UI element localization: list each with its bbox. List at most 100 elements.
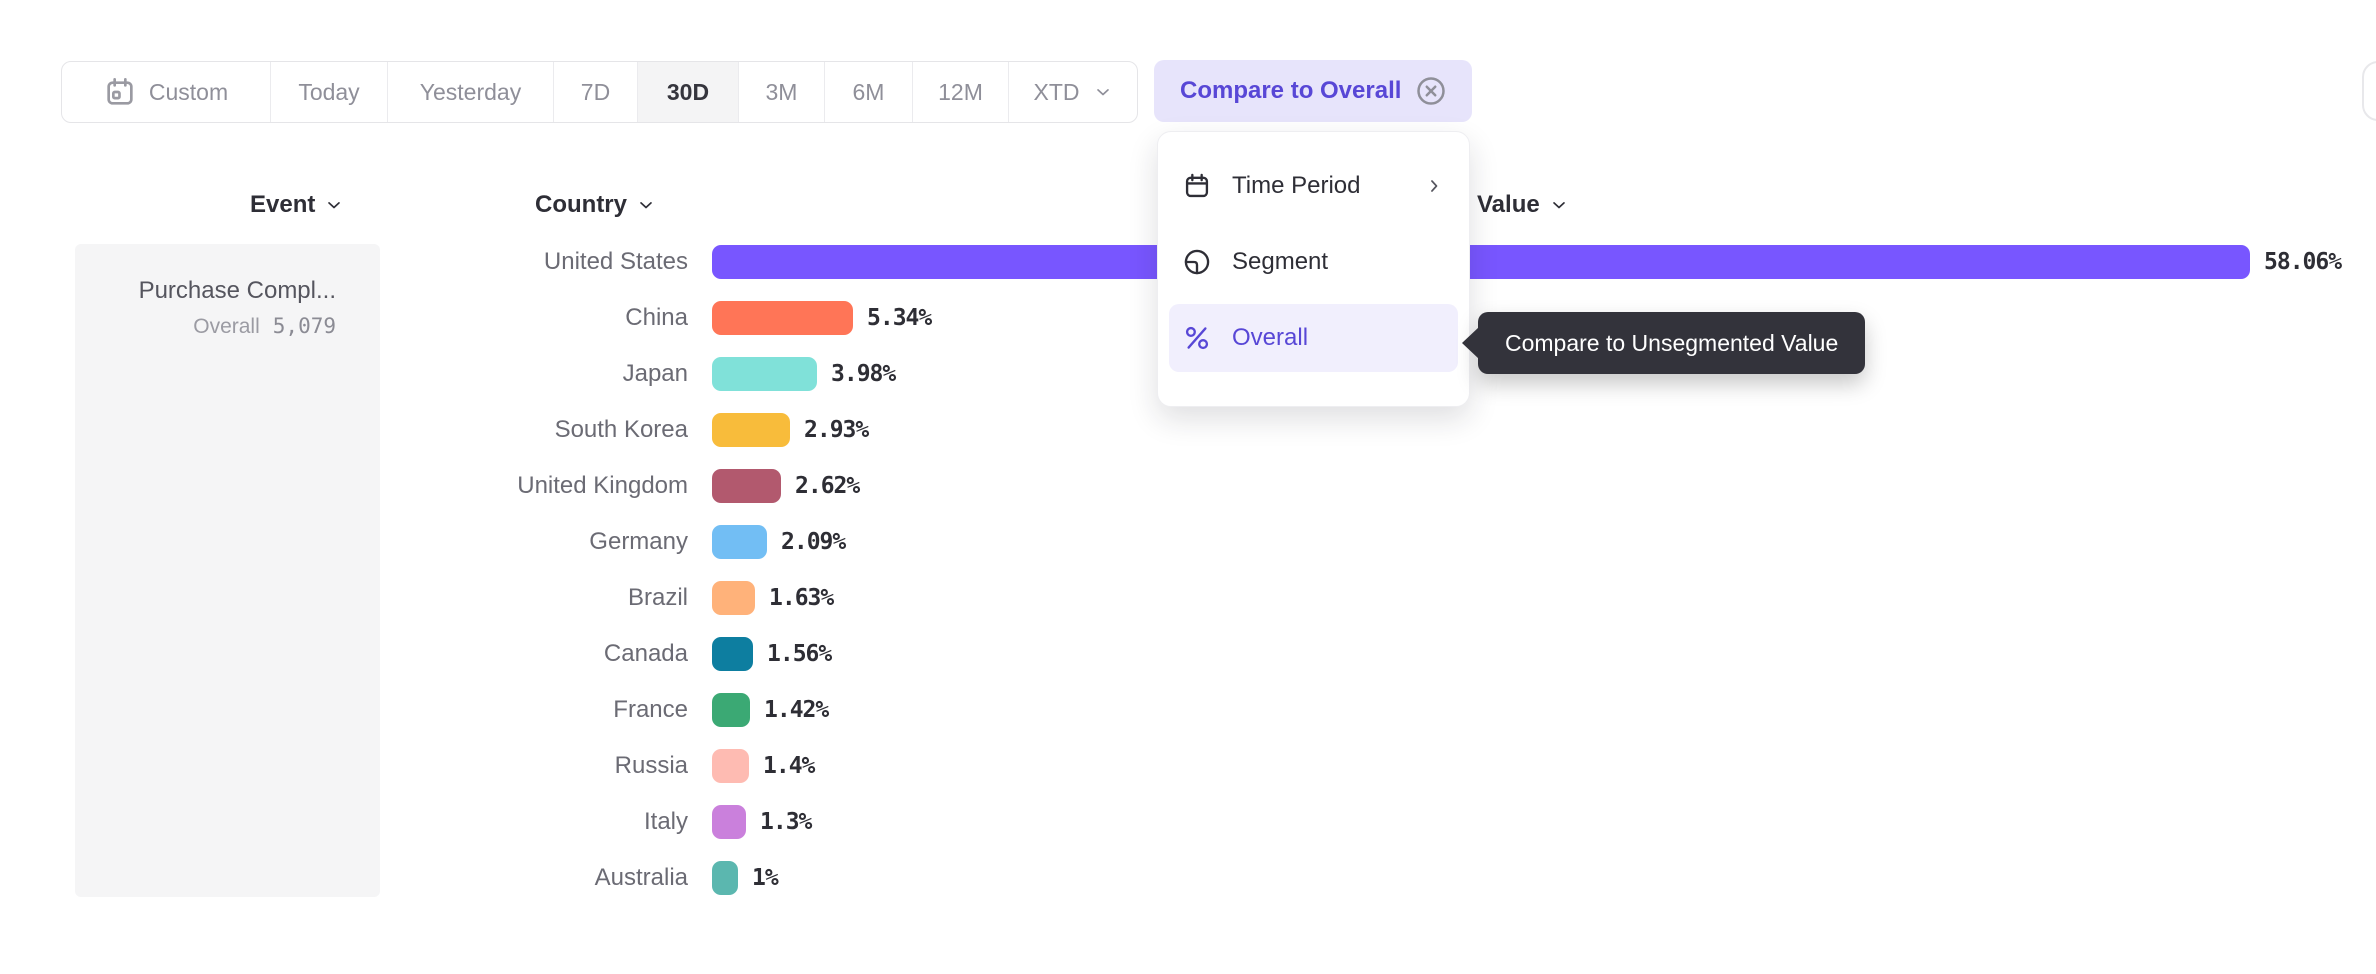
- bar-value: 1.3%: [760, 809, 812, 835]
- bar[interactable]: [712, 861, 738, 895]
- chart-row-germany: Germany 2.09%: [0, 514, 2376, 570]
- event-column-header[interactable]: Event: [250, 190, 344, 220]
- bar-value: 1.4%: [763, 753, 815, 779]
- range-button-xtd[interactable]: XTD: [1009, 62, 1137, 122]
- bar[interactable]: [712, 301, 853, 335]
- bar-value: 2.09%: [781, 529, 846, 555]
- range-button-30d[interactable]: 30D: [638, 62, 739, 122]
- range-button-label: 7D: [580, 78, 611, 105]
- bar-label: Italy: [643, 808, 688, 835]
- country-column-header[interactable]: Country: [535, 190, 656, 220]
- bar-value: 3.98%: [831, 361, 896, 387]
- range-button-label: 12M: [938, 78, 983, 105]
- event-name: Purchase Compl...: [138, 277, 336, 304]
- bar[interactable]: [712, 469, 781, 503]
- menu-item-time-period[interactable]: Time Period: [1169, 152, 1458, 220]
- bar-label: South Korea: [554, 416, 688, 443]
- menu-item-overall[interactable]: Overall: [1169, 304, 1458, 372]
- bar-label: United Kingdom: [517, 472, 688, 499]
- bar-label: Brazil: [627, 584, 688, 611]
- chart-row-japan: Japan 3.98%: [0, 346, 2376, 402]
- bar-label: Russia: [614, 752, 688, 779]
- range-button-today[interactable]: Today: [271, 62, 388, 122]
- bar-label: Japan: [622, 360, 688, 387]
- chart-row-brazil: Brazil 1.63%: [0, 570, 2376, 626]
- range-button-yesterday[interactable]: Yesterday: [388, 62, 554, 122]
- value-column-header[interactable]: Value: [1477, 190, 1569, 220]
- bar[interactable]: [712, 693, 750, 727]
- range-button-label: 3M: [765, 78, 798, 105]
- menu-item-label: Overall: [1232, 324, 1309, 351]
- bar-value: 1.42%: [764, 697, 829, 723]
- chart-row-russia: Russia 1.4%: [0, 738, 2376, 794]
- range-button-label: Yesterday: [419, 78, 522, 105]
- bar-value: 58.06%: [2264, 249, 2342, 275]
- menu-item-label: Time Period: [1232, 172, 1361, 199]
- bar-label: United States: [543, 248, 688, 275]
- bar-label: China: [625, 304, 688, 331]
- bar-label: Australia: [594, 864, 688, 891]
- bar-value: 2.62%: [795, 473, 860, 499]
- bar-label: Canada: [603, 640, 688, 667]
- bar[interactable]: [712, 749, 749, 783]
- chart-row-canada: Canada 1.56%: [0, 626, 2376, 682]
- event-card[interactable]: Purchase Compl... Overall 5,079: [75, 244, 380, 897]
- bar[interactable]: [712, 637, 753, 671]
- compare-dropdown-menu: Time Period Segment Overall: [1157, 131, 1470, 407]
- country-column-label: Country: [535, 191, 627, 218]
- overall-label: Overall: [193, 315, 260, 338]
- value-column-label: Value: [1477, 191, 1540, 218]
- chevron-down-icon: [1549, 195, 1569, 215]
- chart-row-south-korea: South Korea 2.93%: [0, 402, 2376, 458]
- percent-icon: [1183, 324, 1211, 352]
- bar[interactable]: [712, 805, 746, 839]
- range-button-6m[interactable]: 6M: [825, 62, 913, 122]
- range-button-label: 30D: [666, 78, 710, 105]
- tooltip-text: Compare to Unsegmented Value: [1505, 329, 1839, 356]
- bar-value: 2.93%: [804, 417, 869, 443]
- bar-value: 1.63%: [769, 585, 834, 611]
- event-overall-row: Overall 5,079: [95, 314, 336, 339]
- range-button-label: XTD: [1033, 78, 1080, 105]
- bar[interactable]: [712, 357, 817, 391]
- menu-item-segment[interactable]: Segment: [1169, 228, 1458, 296]
- date-range-toolbar: Custom Today Yesterday 7D 30D 3M 6M 12M XTD: [61, 61, 1138, 123]
- chevron-down-icon: [324, 195, 344, 215]
- range-button-3m[interactable]: 3M: [739, 62, 825, 122]
- bar-value: 1%: [752, 865, 779, 891]
- range-button-label: 6M: [852, 78, 885, 105]
- chart-row-france: France 1.42%: [0, 682, 2376, 738]
- chevron-down-icon: [636, 195, 656, 215]
- range-button-12m[interactable]: 12M: [913, 62, 1009, 122]
- calendar-icon: [1183, 172, 1211, 200]
- bar-value: 5.34%: [867, 305, 932, 331]
- range-button-label: Custom: [148, 78, 229, 105]
- chart-row-united-states: United States 58.06%: [0, 234, 2376, 290]
- bar[interactable]: [712, 525, 767, 559]
- compare-to-overall-label: Compare to Overall: [1180, 77, 1402, 104]
- bar[interactable]: [712, 245, 2250, 279]
- chart-row-italy: Italy 1.3%: [0, 794, 2376, 850]
- calendar-icon: [104, 76, 136, 108]
- chevron-down-icon: [1093, 82, 1113, 102]
- circle-x-icon[interactable]: [1416, 76, 1446, 106]
- range-button-label: Today: [298, 78, 360, 105]
- bar[interactable]: [712, 581, 755, 615]
- event-column-label: Event: [250, 191, 316, 218]
- overall-value: 5,079: [272, 314, 336, 338]
- bar[interactable]: [712, 413, 790, 447]
- chart-row-china: China 5.34%: [0, 290, 2376, 346]
- compare-to-overall-button[interactable]: Compare to Overall: [1154, 60, 1473, 122]
- chart-row-united-kingdom: United Kingdom 2.62%: [0, 458, 2376, 514]
- range-button-7d[interactable]: 7D: [554, 62, 638, 122]
- edge-partial-button[interactable]: [2362, 61, 2376, 121]
- bar-label: France: [613, 696, 688, 723]
- range-button-custom[interactable]: Custom: [62, 62, 271, 122]
- chevron-right-icon: [1424, 176, 1444, 196]
- bar-value: 1.56%: [767, 641, 832, 667]
- bar-label: Germany: [589, 528, 688, 555]
- menu-item-label: Segment: [1232, 248, 1329, 275]
- chart-row-australia: Australia 1%: [0, 850, 2376, 906]
- segment-icon: [1183, 248, 1211, 276]
